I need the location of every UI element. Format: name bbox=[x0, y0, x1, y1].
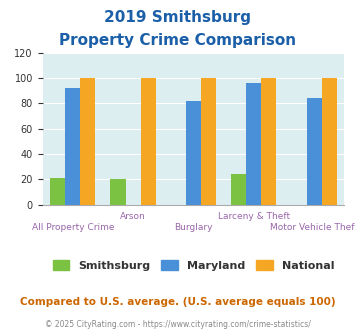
Bar bbox=[186, 101, 201, 205]
Text: 2019 Smithsburg: 2019 Smithsburg bbox=[104, 10, 251, 25]
Text: Larceny & Theft: Larceny & Theft bbox=[218, 212, 290, 220]
Legend: Smithsburg, Maryland, National: Smithsburg, Maryland, National bbox=[48, 256, 339, 275]
Text: Motor Vehicle Theft: Motor Vehicle Theft bbox=[270, 223, 355, 232]
Bar bbox=[80, 78, 95, 205]
Bar bbox=[110, 179, 126, 205]
Text: Compared to U.S. average. (U.S. average equals 100): Compared to U.S. average. (U.S. average … bbox=[20, 297, 335, 307]
Bar bbox=[231, 174, 246, 205]
Text: © 2025 CityRating.com - https://www.cityrating.com/crime-statistics/: © 2025 CityRating.com - https://www.city… bbox=[45, 320, 310, 329]
Bar bbox=[201, 78, 216, 205]
Bar bbox=[50, 178, 65, 205]
Bar bbox=[261, 78, 277, 205]
Bar bbox=[246, 83, 261, 205]
Bar bbox=[322, 78, 337, 205]
Text: Property Crime Comparison: Property Crime Comparison bbox=[59, 33, 296, 48]
Bar bbox=[141, 78, 156, 205]
Text: All Property Crime: All Property Crime bbox=[32, 223, 114, 232]
Text: Arson: Arson bbox=[120, 212, 146, 220]
Text: Burglary: Burglary bbox=[174, 223, 213, 232]
Bar bbox=[307, 98, 322, 205]
Bar bbox=[65, 88, 80, 205]
